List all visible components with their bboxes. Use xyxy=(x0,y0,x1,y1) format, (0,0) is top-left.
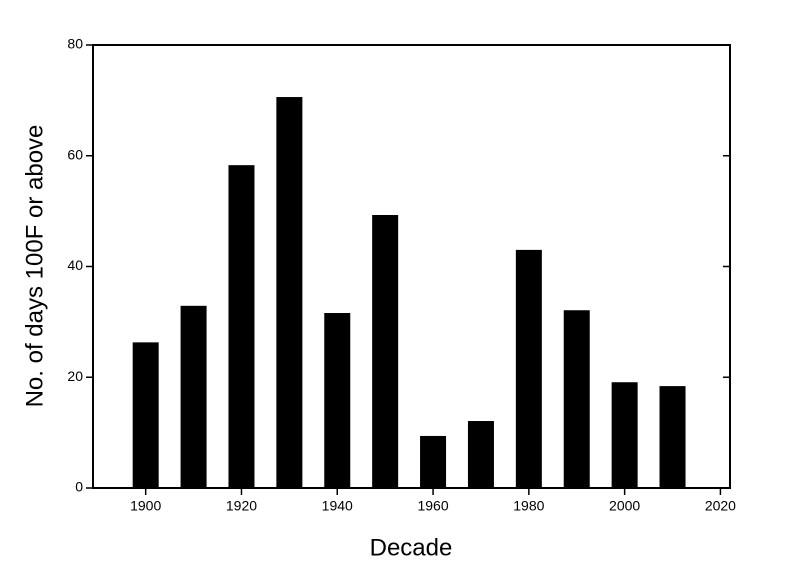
y-tick-label: 80 xyxy=(67,36,83,52)
y-tick-label: 0 xyxy=(75,479,83,495)
bar xyxy=(515,249,542,488)
bar xyxy=(180,305,207,488)
bar xyxy=(659,386,686,488)
y-tick-label: 40 xyxy=(67,257,83,273)
x-tick-label: 2020 xyxy=(705,498,736,514)
x-axis-title: Decade xyxy=(370,534,453,561)
bar xyxy=(276,97,303,489)
bar xyxy=(467,420,494,488)
x-tick-label: 2000 xyxy=(609,498,640,514)
bar xyxy=(420,435,447,488)
bar xyxy=(611,382,638,488)
x-tick-label: 1960 xyxy=(417,498,448,514)
x-tick-label: 1980 xyxy=(513,498,544,514)
bar xyxy=(563,310,590,488)
y-tick-label: 60 xyxy=(67,146,83,162)
x-tick-label: 1940 xyxy=(322,498,353,514)
bar xyxy=(228,165,255,488)
x-tick-label: 1920 xyxy=(226,498,257,514)
plot-frame xyxy=(92,44,731,489)
y-axis-title: No. of days 100F or above xyxy=(21,125,48,408)
bar xyxy=(324,313,351,488)
bar xyxy=(132,342,159,488)
y-tick-label: 20 xyxy=(67,368,83,384)
bar xyxy=(372,215,399,488)
x-tick-label: 1900 xyxy=(130,498,161,514)
